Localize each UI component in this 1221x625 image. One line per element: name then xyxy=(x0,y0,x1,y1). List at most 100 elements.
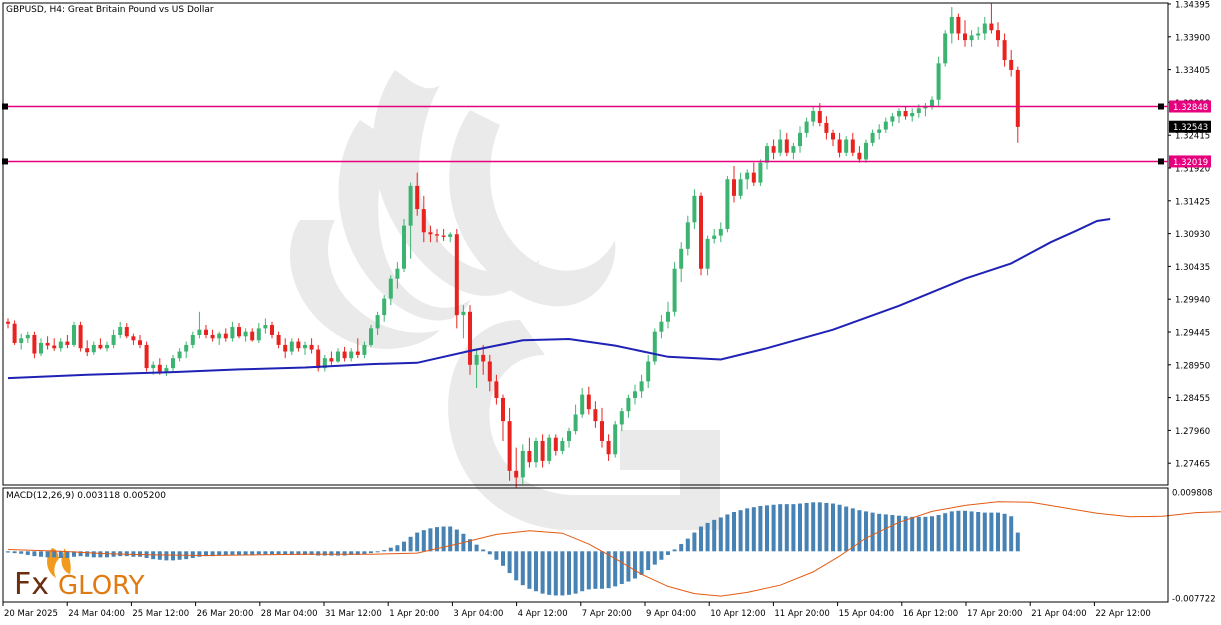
candle-body xyxy=(421,209,426,233)
candle xyxy=(105,341,109,352)
candle-body xyxy=(514,470,519,478)
candle-body xyxy=(177,351,182,359)
candle-body xyxy=(131,336,136,341)
time-tick-label: 16 Apr 12:00 xyxy=(903,609,958,619)
macd-histogram-bar xyxy=(270,551,274,555)
macd-histogram-bar xyxy=(837,504,842,552)
candle xyxy=(567,427,571,448)
candle xyxy=(184,341,189,359)
level-handle-left[interactable] xyxy=(2,103,8,110)
candle xyxy=(501,394,505,442)
macd-histogram-bar xyxy=(421,530,426,552)
candle-body xyxy=(461,311,466,316)
macd-histogram-bar xyxy=(619,551,624,584)
macd-histogram-bar xyxy=(639,551,644,575)
candle xyxy=(263,318,268,334)
macd-histogram-bar xyxy=(1002,513,1007,552)
candle-body xyxy=(501,397,505,422)
macd-histogram-bar xyxy=(78,551,83,557)
macd-histogram-bar xyxy=(725,514,730,552)
candle-body xyxy=(976,33,981,36)
candle xyxy=(877,124,882,140)
candle xyxy=(468,305,472,375)
fxglory-flame-logo xyxy=(290,70,720,530)
macd-histogram-bar xyxy=(197,551,202,557)
candle-body xyxy=(98,344,103,349)
macd-histogram-bar xyxy=(652,551,657,565)
candle-body xyxy=(494,381,499,398)
macd-histogram-bar xyxy=(745,508,750,552)
candle-body xyxy=(197,329,202,335)
macd-histogram-bar xyxy=(441,526,446,552)
moving-average-line xyxy=(7,218,1111,380)
level-handle-right[interactable] xyxy=(1158,103,1164,110)
horizontal-level-1[interactable]: 1.32848 xyxy=(2,100,1211,114)
candle-body xyxy=(256,328,261,341)
time-tick-label: 22 Apr 12:00 xyxy=(1095,609,1150,619)
macd-histogram-bar xyxy=(857,510,862,552)
time-tick-label: 28 Mar 04:00 xyxy=(261,609,318,619)
level-handle-right[interactable] xyxy=(1158,158,1164,165)
macd-histogram-bar xyxy=(692,532,697,552)
candle xyxy=(65,334,70,349)
candle xyxy=(573,404,578,435)
candle-body xyxy=(12,323,17,343)
candle xyxy=(487,354,492,392)
candle-body xyxy=(72,325,76,345)
candle-body xyxy=(890,116,895,122)
candle xyxy=(388,275,393,306)
macd-histogram-bar xyxy=(1009,516,1014,552)
candle-body xyxy=(758,162,763,183)
candle xyxy=(831,129,835,147)
candle-body xyxy=(751,172,756,183)
candle-body xyxy=(289,341,294,352)
candle xyxy=(223,328,228,342)
candle-body xyxy=(699,195,703,269)
time-tick-label: 31 Mar 12:00 xyxy=(325,609,382,619)
macd-histogram-bar xyxy=(824,502,829,552)
macd-histogram-bar xyxy=(949,511,954,552)
candle xyxy=(32,331,37,359)
price-tick-label: 1.31920 xyxy=(1175,165,1210,175)
macd-histogram-bar xyxy=(85,551,90,557)
macd-histogram-bar xyxy=(1015,532,1020,552)
candle-body xyxy=(1009,59,1014,70)
candle xyxy=(256,323,261,343)
candle xyxy=(751,162,756,186)
candle-body xyxy=(883,121,888,130)
macd-histogram-bar xyxy=(494,551,499,560)
candle-body xyxy=(705,238,710,269)
candle xyxy=(25,331,30,343)
price-tick-label: 1.33900 xyxy=(1175,33,1210,43)
candle xyxy=(454,228,459,329)
candle-body xyxy=(1002,40,1007,60)
candle xyxy=(395,262,400,289)
macd-histogram-bar xyxy=(527,551,532,589)
candle xyxy=(804,117,809,138)
level-handle-left[interactable] xyxy=(2,158,8,165)
candle xyxy=(989,3,994,34)
candle-body xyxy=(283,344,288,352)
candle-body xyxy=(237,327,241,337)
candle xyxy=(230,321,235,342)
price-tick-label: 1.28455 xyxy=(1175,394,1210,404)
macd-histogram-bar xyxy=(164,551,169,561)
horizontal-level-2[interactable]: 1.32019 xyxy=(2,155,1211,168)
macd-histogram-bar xyxy=(408,536,413,552)
candle xyxy=(461,305,466,339)
candle-body xyxy=(309,344,314,350)
macd-histogram-bar xyxy=(283,551,288,555)
candle-body xyxy=(963,33,967,41)
candle-body xyxy=(804,121,809,133)
macd-histogram-bar xyxy=(402,541,406,552)
macd-histogram-bar xyxy=(296,551,301,555)
candle xyxy=(408,182,413,259)
macd-histogram-bar xyxy=(864,511,868,552)
candle xyxy=(124,323,129,339)
macd-histogram-bar xyxy=(784,504,789,552)
candle-body xyxy=(270,325,274,335)
time-tick-label: 21 Apr 04:00 xyxy=(1031,609,1086,619)
candle-body xyxy=(560,441,565,451)
candle-body xyxy=(817,111,822,123)
